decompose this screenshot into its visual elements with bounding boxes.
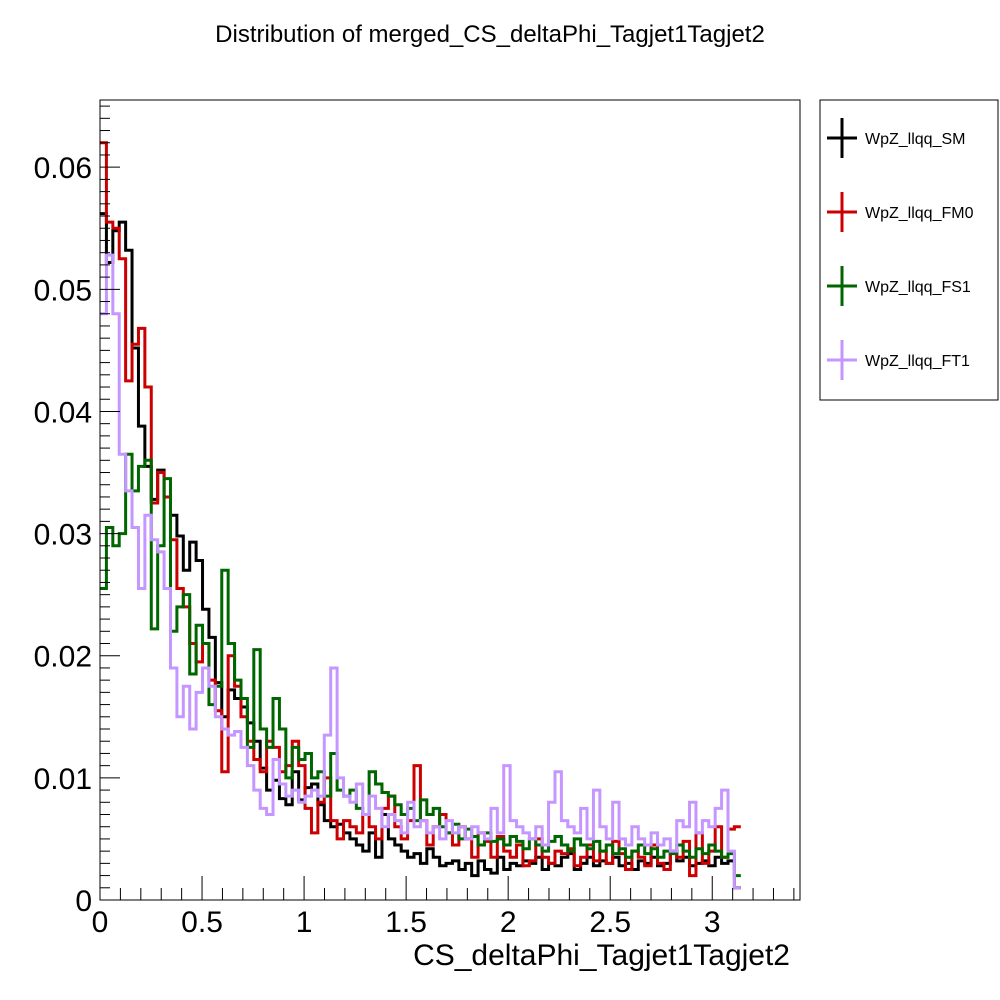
legend-entry-3: WpZ_llqq_FT1 — [827, 340, 970, 380]
legend: WpZ_llqq_SM WpZ_llqq_FM0 WpZ_llqq_FS1 WpZ_l… — [819, 99, 999, 401]
y-tick-label: 0.06 — [34, 152, 92, 185]
y-tick-label: 0.03 — [34, 519, 92, 552]
legend-label: WpZ_llqq_FT1 — [865, 353, 970, 370]
x-tick-label: 0 — [92, 906, 109, 939]
series-layer — [100, 141, 741, 890]
y-tick-label: 0.05 — [34, 274, 92, 307]
legend-entry-2: WpZ_llqq_FS1 — [827, 266, 971, 306]
series-line-2 — [100, 452, 741, 878]
x-tick-label: 0.5 — [181, 906, 223, 939]
x-axis-title: CS_deltaPhi_Tagjet1Tagjet2 — [413, 939, 790, 972]
legend-label: WpZ_llqq_FS1 — [865, 279, 971, 296]
y-tick-label: 0.04 — [34, 396, 92, 429]
series-line-3 — [100, 253, 741, 890]
x-tick-label: 3 — [704, 906, 721, 939]
x-tick-label: 2 — [500, 906, 517, 939]
chart-title: Distribution of merged_CS_deltaPhi_Tagje… — [215, 21, 765, 48]
legend-label: WpZ_llqq_FM0 — [865, 205, 974, 222]
legend-entry-1: WpZ_llqq_FM0 — [827, 192, 974, 232]
y-tick-label: 0.02 — [34, 641, 92, 674]
x-tick-label: 1.5 — [385, 906, 427, 939]
y-tick-label: 0 — [75, 885, 92, 918]
legend-entry-0: WpZ_llqq_SM — [827, 118, 965, 158]
legend-box — [819, 99, 999, 401]
x-tick-label: 2.5 — [589, 906, 631, 939]
plot-frame — [99, 99, 801, 901]
y-axis: 0 0.01 0.02 0.03 0.04 0.05 0.06 — [34, 105, 120, 918]
x-axis: 0 0.5 1 1.5 2 2.5 3 — [92, 876, 795, 939]
legend-label: WpZ_llqq_SM — [865, 131, 965, 148]
x-tick-label: 1 — [296, 906, 313, 939]
y-tick-label: 0.01 — [34, 763, 92, 796]
